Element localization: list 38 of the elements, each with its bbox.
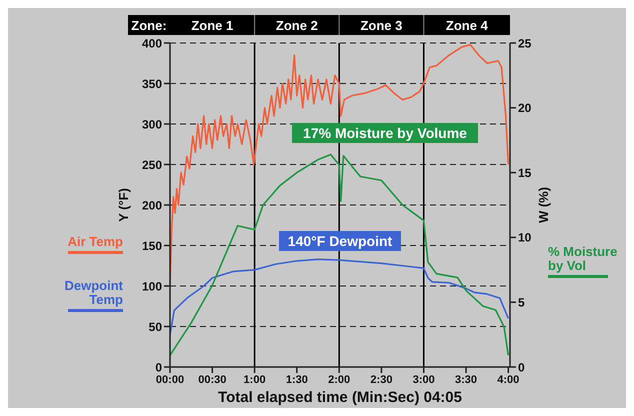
y-tick-label: 50 xyxy=(148,320,162,334)
y-tick-label: 350 xyxy=(142,76,162,91)
text: Zone 4 xyxy=(446,18,489,33)
y-tick-label: 100 xyxy=(142,279,162,294)
annotation: 140°F Dewpoint xyxy=(288,233,393,249)
text: % Moisture by Vol xyxy=(548,244,618,273)
x-tick-label: 4:00 xyxy=(497,374,520,386)
y2-tick-label: 0 xyxy=(518,360,525,374)
y2-tick-label: 5 xyxy=(518,295,525,310)
x-tick-label: 2:30 xyxy=(370,374,392,386)
y-tick-label: 0 xyxy=(155,360,162,374)
y-tick-label: 300 xyxy=(142,117,162,132)
annotation: 17% Moisture by Volume xyxy=(303,125,468,141)
x-tick-label: 00:30 xyxy=(198,374,226,386)
y-tick-label: 200 xyxy=(142,198,162,212)
y-tick-label: 150 xyxy=(142,238,162,253)
y2-tick-label: 25 xyxy=(518,36,532,50)
text: Air Temp xyxy=(68,234,123,249)
y-tick-label: 250 xyxy=(142,158,162,172)
x-tick-label: 00:00 xyxy=(156,374,184,386)
text: Zone 2 xyxy=(276,18,318,33)
y2-axis-title: W (%) xyxy=(536,186,551,224)
text: Zone 3 xyxy=(360,18,402,33)
y2-tick-label: 15 xyxy=(518,166,532,180)
y2-tick-label: 20 xyxy=(518,101,532,116)
x-tick-label: 1:30 xyxy=(286,374,308,386)
text: Zone 1 xyxy=(191,18,234,33)
line-series xyxy=(170,154,510,356)
y-axis-title: Y (°F) xyxy=(116,188,131,222)
x-tick-label: 3:30 xyxy=(455,374,478,386)
x-tick-label: 2:00 xyxy=(328,374,350,386)
x-tick-label: 3:00 xyxy=(412,374,435,386)
x-axis-title: Total elapsed time (Min:Sec) 04:05 xyxy=(218,389,462,406)
x-tick-label: 1:00 xyxy=(244,374,266,386)
y-tick-label: 400 xyxy=(142,36,162,50)
text: Zone: xyxy=(131,18,167,33)
y2-tick-label: 10 xyxy=(518,230,532,245)
text: Dewpoint Temp xyxy=(64,278,123,307)
